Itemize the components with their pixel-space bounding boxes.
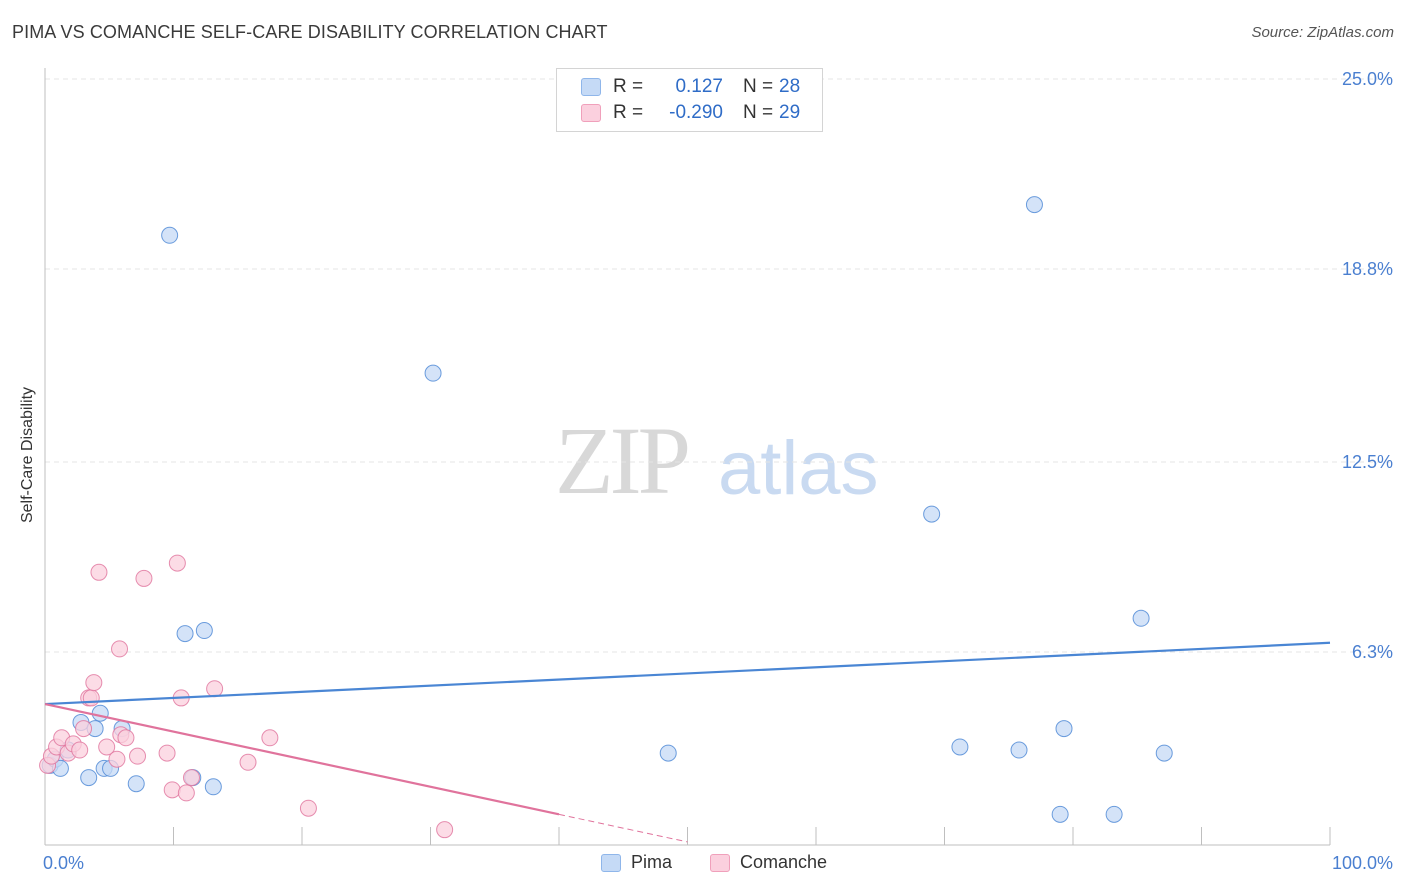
comanche-point (135, 569, 153, 587)
comanche-point (436, 821, 454, 839)
pima-point (91, 704, 109, 722)
y-tick-label: 12.5% (1342, 452, 1393, 472)
pima-point (127, 775, 145, 793)
comanche-point (82, 689, 100, 707)
data-points (39, 196, 1173, 839)
pima-point (161, 226, 179, 244)
pima-point (176, 625, 194, 643)
comanche-point (129, 747, 147, 765)
x-tick-label: 100.0% (1332, 853, 1393, 873)
comanche-swatch (581, 104, 601, 122)
comanche-point (111, 640, 129, 658)
watermark-atlas: atlas (718, 426, 879, 511)
pima-point (424, 364, 442, 382)
grid-lines (45, 78, 1390, 653)
pima-point (1051, 805, 1069, 823)
pima-point (80, 769, 98, 787)
comanche-point (108, 750, 126, 768)
pima-point (951, 738, 969, 756)
pima-point (1132, 609, 1150, 627)
comanche-point (75, 720, 93, 738)
y-tick-label: 25.0% (1342, 69, 1393, 89)
comanche-point (261, 729, 279, 747)
comanche-trend-extension (558, 813, 688, 843)
pima-point (1155, 744, 1173, 762)
legend-r-label: R = (613, 102, 644, 123)
comanche-point (85, 674, 103, 692)
bottom-legend-label: Pima (631, 852, 673, 872)
chart-title: PIMA VS COMANCHE SELF-CARE DISABILITY CO… (12, 22, 608, 42)
bottom-legend-pima: Pima (601, 852, 672, 873)
y-tick-label: 18.8% (1342, 259, 1393, 279)
legend-r-value: 0.127 (675, 76, 723, 97)
comanche-point (177, 784, 195, 802)
comanche-point (299, 799, 317, 817)
pima-point (659, 744, 677, 762)
comanche-point (158, 744, 176, 762)
axes (44, 68, 1331, 846)
pima-point (1105, 805, 1123, 823)
pima-point (1055, 720, 1073, 738)
y-tick-label: 6.3% (1352, 642, 1393, 662)
comanche-point (182, 769, 200, 787)
comanche-point (168, 554, 186, 572)
pima-point (1025, 196, 1043, 214)
comanche-point (163, 781, 181, 799)
tick-labels: 6.3% 12.5% 18.8% 25.0% 0.0% 100.0% (43, 69, 1393, 873)
comanche-point (90, 563, 108, 581)
pima-point (204, 778, 222, 796)
legend-n-label: N = (743, 102, 774, 123)
comanche-point (117, 729, 135, 747)
legend-n-label: N = (743, 76, 774, 97)
legend-row-comanche: R = -0.290 N = 29 (581, 101, 800, 125)
pima-point (195, 622, 213, 640)
pima-swatch (601, 853, 621, 872)
bottom-legend-comanche: Comanche (710, 852, 827, 873)
pima-point (923, 505, 941, 523)
trend-lines (44, 641, 1331, 843)
legend-n-value: 29 (779, 102, 801, 123)
chart-source: Source: ZipAtlas.com (1251, 24, 1394, 41)
y-axis-label: Self-Care Disability (19, 386, 36, 524)
watermark-zip: ZIP (555, 407, 691, 514)
pima-point (1010, 741, 1028, 759)
pima-swatch (581, 78, 601, 96)
correlation-legend: R = 0.127 N = 28 R = -0.290 N = 29 (556, 68, 823, 132)
comanche-point (98, 738, 116, 756)
comanche-point (239, 753, 257, 771)
comanche-point (206, 680, 224, 698)
bottom-legend-label: Comanche (740, 852, 828, 872)
legend-row-pima: R = 0.127 N = 28 (581, 75, 800, 99)
comanche-swatch (710, 853, 730, 872)
legend-n-value: 28 (779, 76, 801, 97)
comanche-point (71, 741, 89, 759)
comanche-trend-line (44, 702, 560, 816)
legend-r-value: -0.290 (669, 102, 723, 123)
x-tick-label: 0.0% (43, 853, 84, 873)
pima-trend-line (44, 641, 1331, 706)
legend-r-label: R = (613, 76, 644, 97)
